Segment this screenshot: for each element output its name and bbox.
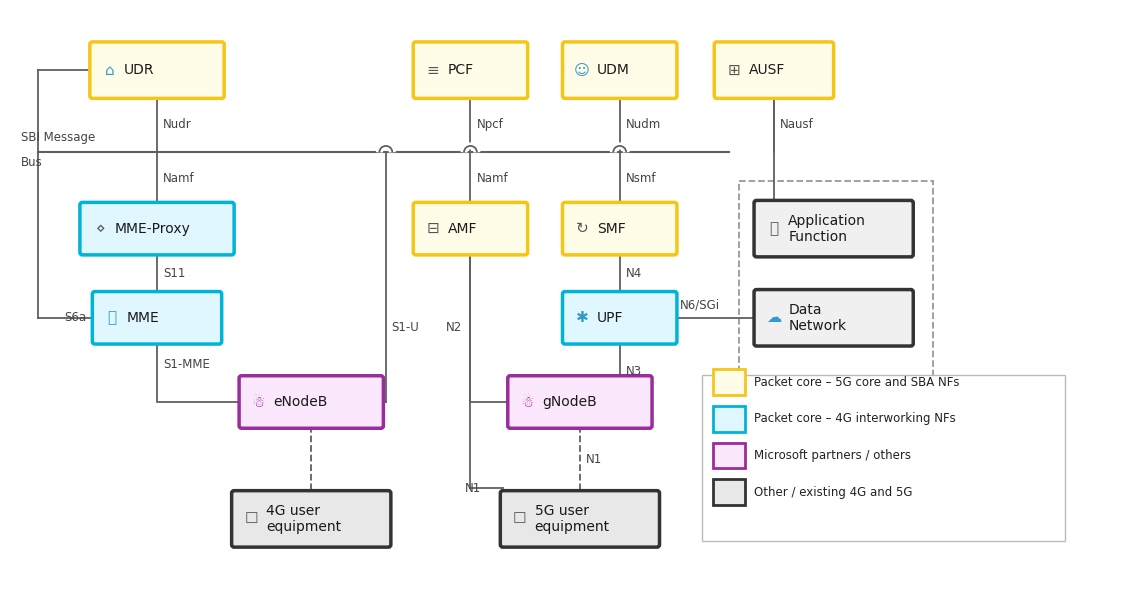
- FancyBboxPatch shape: [239, 376, 383, 428]
- Text: ⊟: ⊟: [426, 221, 439, 236]
- Text: PCF: PCF: [447, 63, 473, 77]
- Text: ☐: ☐: [513, 511, 526, 527]
- Text: N4: N4: [626, 267, 642, 280]
- FancyBboxPatch shape: [232, 490, 391, 547]
- Text: Nudm: Nudm: [626, 117, 661, 130]
- Text: ☃: ☃: [252, 394, 265, 410]
- Text: Microsoft partners / others: Microsoft partners / others: [754, 449, 912, 462]
- FancyBboxPatch shape: [92, 292, 221, 344]
- Text: Application
Function: Application Function: [788, 213, 867, 244]
- Text: Data
Network: Data Network: [788, 302, 846, 333]
- Text: Namf: Namf: [163, 172, 194, 185]
- Text: Npcf: Npcf: [477, 117, 504, 130]
- Text: SBI Message: SBI Message: [20, 132, 94, 145]
- Text: UDR: UDR: [124, 63, 155, 77]
- Text: ☁: ☁: [765, 310, 781, 326]
- Text: ☐: ☐: [244, 511, 257, 527]
- FancyBboxPatch shape: [562, 202, 677, 255]
- Text: N1: N1: [464, 482, 481, 495]
- FancyBboxPatch shape: [754, 289, 914, 346]
- Text: N2: N2: [445, 321, 462, 334]
- Text: ⌂: ⌂: [105, 63, 114, 78]
- Text: Namf: Namf: [477, 172, 508, 185]
- Text: MME: MME: [127, 311, 160, 325]
- Text: 4G user
equipment: 4G user equipment: [266, 504, 341, 534]
- FancyBboxPatch shape: [714, 369, 745, 395]
- FancyBboxPatch shape: [562, 292, 677, 344]
- FancyBboxPatch shape: [714, 406, 745, 432]
- Text: ↻: ↻: [575, 221, 588, 236]
- Text: ⋄: ⋄: [94, 221, 105, 236]
- Text: N3: N3: [626, 365, 642, 378]
- Text: S6a: S6a: [65, 311, 87, 324]
- FancyBboxPatch shape: [702, 375, 1064, 541]
- Text: SMF: SMF: [597, 222, 626, 235]
- Text: Nausf: Nausf: [780, 117, 814, 130]
- FancyBboxPatch shape: [414, 42, 527, 98]
- Text: AUSF: AUSF: [749, 63, 785, 77]
- Text: ⊞: ⊞: [727, 63, 740, 78]
- Text: gNodeB: gNodeB: [542, 395, 597, 409]
- Text: S1-MME: S1-MME: [163, 358, 210, 371]
- Text: ☺: ☺: [574, 63, 590, 78]
- Text: S1-U: S1-U: [391, 321, 418, 334]
- Text: S11: S11: [163, 267, 185, 280]
- FancyBboxPatch shape: [500, 490, 660, 547]
- FancyBboxPatch shape: [508, 376, 652, 428]
- Text: Other / existing 4G and 5G: Other / existing 4G and 5G: [754, 486, 913, 499]
- Text: Bus: Bus: [20, 157, 43, 170]
- Text: Packet core – 4G interworking NFs: Packet core – 4G interworking NFs: [754, 412, 955, 425]
- Text: Nudr: Nudr: [163, 117, 192, 130]
- FancyBboxPatch shape: [714, 42, 834, 98]
- Text: ✱: ✱: [575, 310, 588, 326]
- Text: eNodeB: eNodeB: [273, 395, 328, 409]
- Text: ⌗: ⌗: [769, 221, 778, 236]
- Text: MME-Proxy: MME-Proxy: [115, 222, 190, 235]
- FancyBboxPatch shape: [714, 442, 745, 468]
- Text: N6/SGi: N6/SGi: [679, 299, 719, 312]
- Text: UPF: UPF: [597, 311, 624, 325]
- Text: 5G user
equipment: 5G user equipment: [535, 504, 609, 534]
- Text: Nsmf: Nsmf: [626, 172, 656, 185]
- FancyBboxPatch shape: [80, 202, 234, 255]
- Text: AMF: AMF: [447, 222, 477, 235]
- FancyBboxPatch shape: [714, 479, 745, 505]
- Text: Service provider or
private enterprise: Service provider or private enterprise: [786, 398, 886, 420]
- Text: ⚿: ⚿: [107, 310, 116, 326]
- FancyBboxPatch shape: [90, 42, 224, 98]
- Text: UDM: UDM: [597, 63, 629, 77]
- FancyBboxPatch shape: [562, 42, 677, 98]
- Text: ☃: ☃: [520, 394, 534, 410]
- Text: ≡: ≡: [426, 63, 439, 78]
- Text: Packet core – 5G core and SBA NFs: Packet core – 5G core and SBA NFs: [754, 376, 960, 388]
- FancyBboxPatch shape: [754, 200, 914, 257]
- Text: N1: N1: [586, 453, 602, 466]
- FancyBboxPatch shape: [414, 202, 527, 255]
